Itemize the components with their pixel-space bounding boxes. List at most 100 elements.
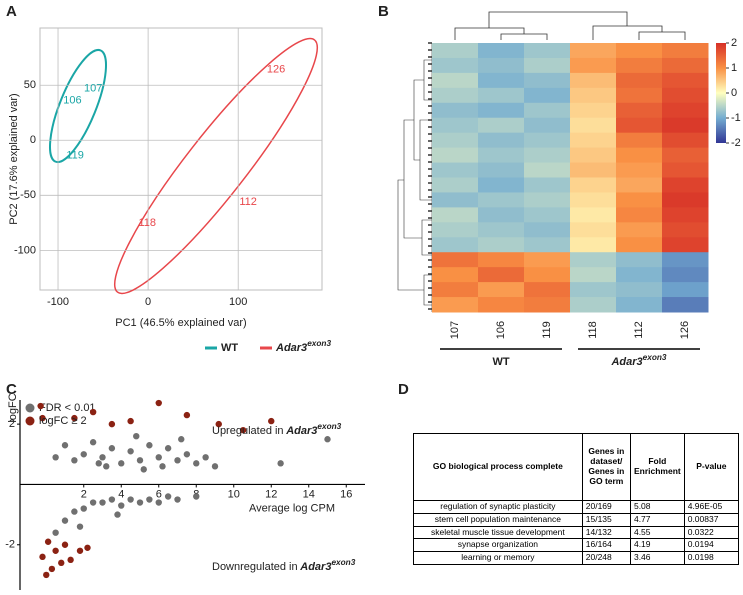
table-cell: stem cell population maintenance (413, 512, 583, 527)
data-point (99, 499, 106, 506)
data-point (174, 457, 181, 464)
data-point (174, 496, 181, 503)
table-cell: 0.00837 (683, 512, 740, 527)
heatmap-cell (616, 87, 663, 104)
data-point (52, 454, 59, 461)
heatmap-cell (616, 177, 663, 193)
heatmap-cell (524, 102, 571, 119)
heatmap-cell (432, 192, 479, 208)
group-label-part: WT (492, 356, 509, 368)
y-tick-label: -50 (20, 189, 36, 201)
table-cell: 3.46 (629, 551, 685, 565)
column-dendrogram (454, 11, 686, 40)
data-point (80, 451, 87, 458)
heatmap-cell (570, 117, 617, 134)
data-point (39, 414, 46, 422)
heatmap-cell (662, 87, 709, 104)
data-point (140, 466, 147, 473)
data-point (80, 505, 87, 512)
heatmap-cell (570, 162, 617, 178)
heatmap-cell (662, 132, 709, 149)
heatmap-cell (616, 237, 663, 253)
data-point (136, 457, 144, 464)
group-label-part: exon3 (643, 353, 667, 362)
heatmap-cell (432, 282, 479, 298)
data-point (127, 496, 134, 503)
point-label: 107 (84, 82, 102, 94)
y-tick-label: -100 (14, 244, 36, 256)
data-point (58, 559, 65, 567)
heatmap-cell (616, 267, 663, 283)
data-point (164, 493, 172, 500)
heatmap-cell (432, 207, 479, 223)
table-row: synapse organization 16/164 4.19 0.0194 (413, 538, 740, 553)
heatmap-cell (616, 252, 663, 268)
data-point (146, 496, 153, 503)
heatmap-cell (524, 57, 571, 74)
heatmap-cell (478, 162, 525, 178)
heatmap-cell (524, 252, 571, 268)
data-point (99, 454, 106, 461)
heatmap-cell (662, 72, 709, 89)
heatmap-cell (570, 87, 617, 104)
data-point (108, 445, 116, 452)
data-point (211, 463, 219, 470)
heatmap-cell (478, 43, 525, 59)
heatmap-cell (478, 102, 525, 119)
table-row: skeletal muscle tissue development 14/132… (413, 525, 740, 540)
data-point (103, 463, 110, 470)
annotation: Downregulated in Adar3exon3 (212, 558, 356, 573)
header-cell: GO biological process complete (413, 433, 583, 501)
heatmap-cell (570, 207, 617, 223)
table-body: regulation of synaptic plasticity 20/169 5… (413, 500, 740, 565)
header-cell: Fold Enrichment (629, 433, 685, 501)
heatmap-cell (478, 72, 525, 89)
heatmap-cell (478, 177, 525, 193)
data-point (76, 547, 84, 554)
data-point (52, 529, 59, 536)
table-cell: 16/164 (581, 538, 631, 553)
x-tick-label: 100 (229, 296, 247, 308)
heatmap-cell (570, 237, 617, 253)
heatmap-cell (662, 43, 709, 59)
heatmap-cell (616, 57, 663, 74)
heatmap-cell (662, 267, 709, 283)
table-header: GO biological process complete Genes in d… (413, 433, 740, 501)
heatmap-cell (616, 132, 663, 149)
heatmap-cell (478, 57, 525, 74)
table-cell: 0.0322 (683, 525, 740, 540)
annotation-part: Adar3 (284, 425, 318, 437)
table-cell: synapse organization (413, 538, 583, 553)
header-cell: P-value (683, 433, 740, 501)
data-point (183, 411, 191, 419)
heatmap-cell (662, 237, 709, 253)
table-cell: 20/248 (581, 551, 631, 565)
heatmap-cell (662, 207, 709, 223)
table-cell: 14/132 (581, 525, 631, 540)
heatmap-cell (432, 43, 479, 59)
heatmap-cell (432, 162, 479, 178)
heatmap-cell (524, 87, 571, 104)
table-cell: learning or memory (413, 551, 583, 565)
heatmap-cell (570, 297, 617, 313)
column-label: 112 (633, 321, 645, 339)
heatmap-cell (616, 147, 663, 164)
heatmap-cell (524, 72, 571, 89)
point-label: 112 (239, 196, 257, 208)
heatmap-cell (570, 102, 617, 119)
x-tick-label: 12 (265, 488, 277, 500)
panel-label: C (6, 381, 17, 398)
x-tick-label: 10 (228, 488, 240, 500)
legend-label: FDR < 0.01 (39, 402, 96, 414)
heatmap-cell (524, 237, 571, 253)
heatmap-cell (524, 192, 571, 208)
heatmap-cell (432, 177, 479, 193)
data-point (268, 417, 275, 425)
group-label-part: Adar3 (610, 356, 642, 368)
table-cell: skeletal muscle tissue development (413, 525, 583, 540)
data-point (114, 511, 121, 518)
heatmap-cell (524, 132, 571, 149)
heatmap-cell (662, 297, 709, 313)
table-cell: 15/135 (581, 512, 631, 527)
